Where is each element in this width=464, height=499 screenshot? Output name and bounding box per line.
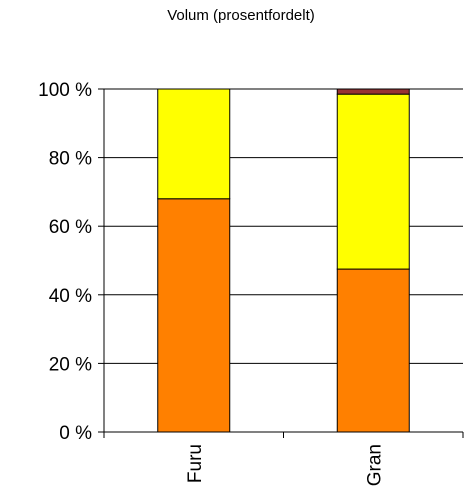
y-tick-label: 0 % — [59, 423, 92, 444]
chart-title: Volum (prosentfordelt) — [167, 7, 315, 24]
bar-segment-furu-1 — [157, 88, 231, 200]
y-tick-label: 20 % — [49, 354, 92, 375]
bar-segment-gran-1 — [336, 93, 410, 270]
x-ticks: Furu Gran — [103, 432, 464, 486]
category-label-gran: Gran — [364, 444, 385, 486]
bar-segment-gran-0 — [336, 268, 410, 433]
y-tick-label: 80 % — [49, 149, 92, 170]
bars — [157, 88, 410, 433]
y-tick-label: 60 % — [49, 217, 92, 238]
bar-segment-furu-0 — [157, 198, 231, 433]
y-ticks: 0 % 20 % 40 % 60 % 80 % 100 % — [38, 80, 104, 444]
y-tick-label: 40 % — [49, 286, 92, 307]
category-label-furu: Furu — [185, 444, 206, 483]
y-tick-label: 100 % — [38, 80, 92, 101]
bar-segment-gran-2 — [336, 88, 410, 95]
